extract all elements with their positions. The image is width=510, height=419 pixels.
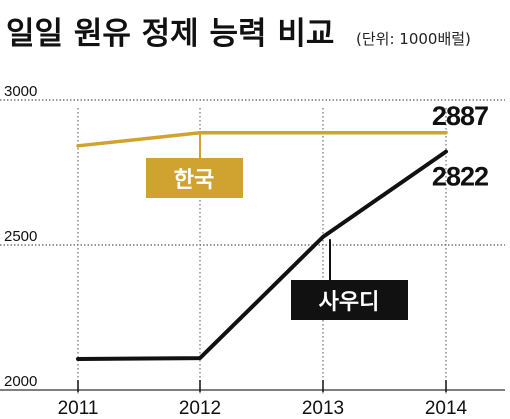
y-tick-label-3000: 3000	[4, 83, 37, 100]
x-tick-label-2011: 2011	[58, 398, 99, 419]
chart-title: 일일 원유 정제 능력 비교	[6, 16, 334, 52]
chart-unit: (단위: 1000배럴)	[356, 30, 471, 48]
end-label-saudi: 2822	[432, 162, 488, 192]
gridlines	[0, 99, 505, 391]
x-tick-label-2014: 2014	[425, 398, 468, 419]
y-tick-label-2500: 2500	[4, 228, 37, 245]
series-layer	[76, 131, 448, 361]
series-label-saudi: 사우디	[319, 290, 380, 315]
series-box-korea	[146, 158, 243, 198]
series-line-saudi	[76, 149, 448, 361]
ticks-layer: 3000 2500 2000 2011 2012 2013 2014	[4, 83, 468, 419]
x-tick-label-2013: 2013	[302, 398, 344, 419]
series-label-korea: 한국	[174, 168, 214, 193]
series-line-korea	[76, 131, 448, 148]
x-tick-label-2012: 2012	[179, 398, 221, 419]
series-box-saudi	[291, 280, 408, 320]
x-gridlines	[77, 108, 447, 396]
end-label-korea: 2887	[432, 101, 488, 131]
y-tick-label-2000: 2000	[4, 373, 37, 390]
